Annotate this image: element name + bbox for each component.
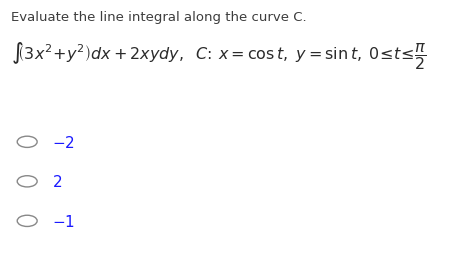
Text: $2$: $2$ bbox=[52, 174, 62, 189]
Text: $-1$: $-1$ bbox=[52, 213, 75, 229]
Text: $\int\!\!\left(3x^2\!+\!y^2\right)dx+2xydy,$$\;\; C\!:\, x = \cos t,\; y = \sin : $\int\!\!\left(3x^2\!+\!y^2\right)dx+2xy… bbox=[11, 40, 427, 71]
Text: Evaluate the line integral along the curve C.: Evaluate the line integral along the cur… bbox=[11, 11, 307, 24]
Text: $-2$: $-2$ bbox=[52, 134, 75, 150]
Text: $\pi$: $\pi$ bbox=[52, 253, 63, 254]
